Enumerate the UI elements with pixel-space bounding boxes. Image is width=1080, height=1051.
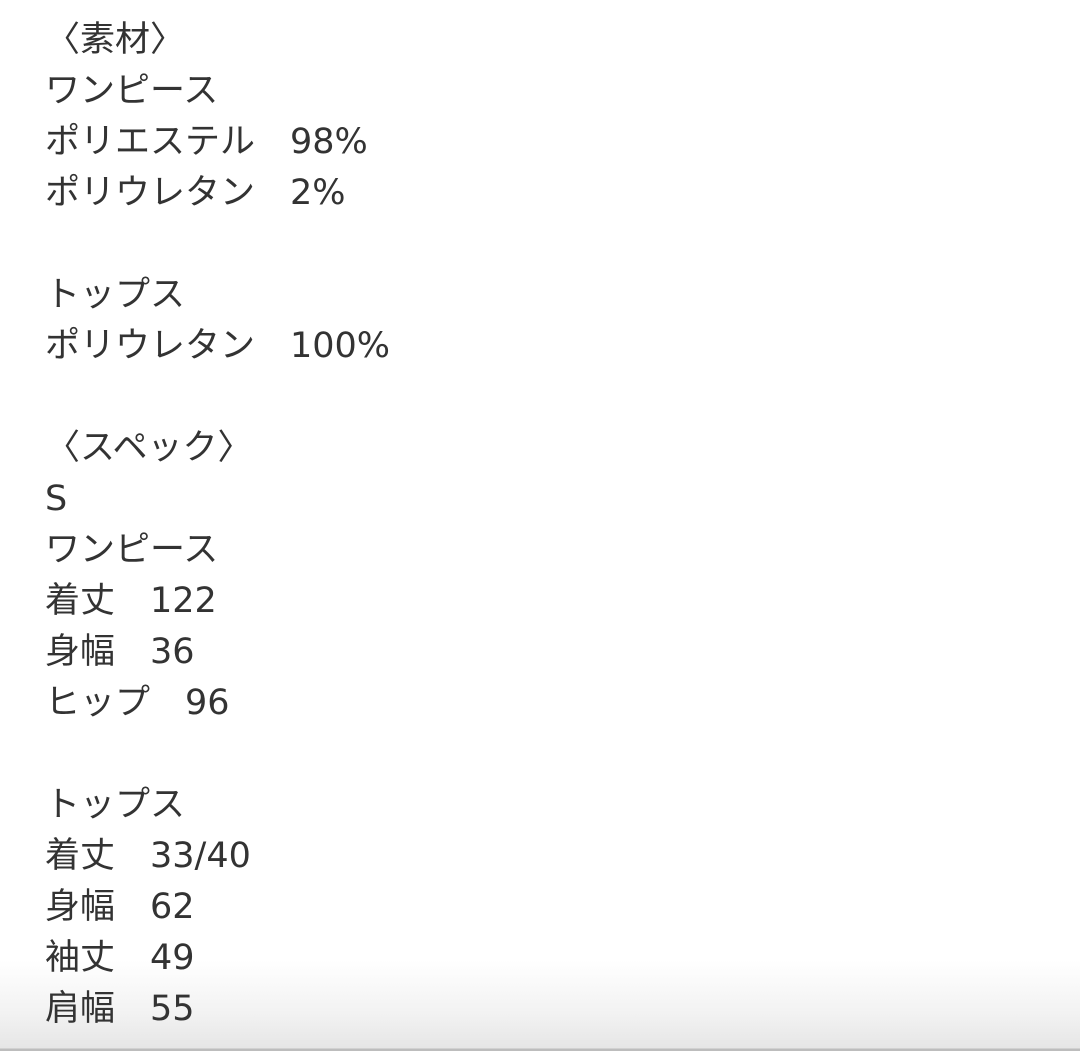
text-line: ワンピース: [45, 530, 219, 570]
text-line: 〈素材〉: [45, 20, 186, 60]
text-line: トップス: [45, 275, 186, 315]
text-line: 着丈 33/40: [45, 836, 251, 876]
text-line: ポリウレタン 2%: [45, 173, 346, 213]
text-line: ポリウレタン 100%: [45, 326, 391, 366]
text-line: 身幅 62: [45, 887, 195, 927]
blank-line: [45, 729, 390, 780]
text-line: ヒップ 96: [45, 683, 230, 723]
text-line: 肩幅 55: [45, 989, 195, 1029]
text-line: トップス: [45, 785, 186, 825]
product-description: 〈素材〉 ワンピース ポリエステル 98% ポリウレタン 2% トップス ポリウレタン 1…: [45, 15, 390, 1035]
text-line: ポリエステル 98%: [45, 122, 368, 162]
text-line: 身幅 36: [45, 632, 195, 672]
text-line: 〈スペック〉: [45, 428, 253, 468]
blank-line: [45, 372, 390, 423]
text-line: S: [45, 479, 68, 519]
text-line: ワンピース: [45, 71, 219, 111]
text-line: 袖丈 49: [45, 938, 195, 978]
text-line: 着丈 122: [45, 581, 217, 621]
blank-line: [45, 219, 390, 270]
